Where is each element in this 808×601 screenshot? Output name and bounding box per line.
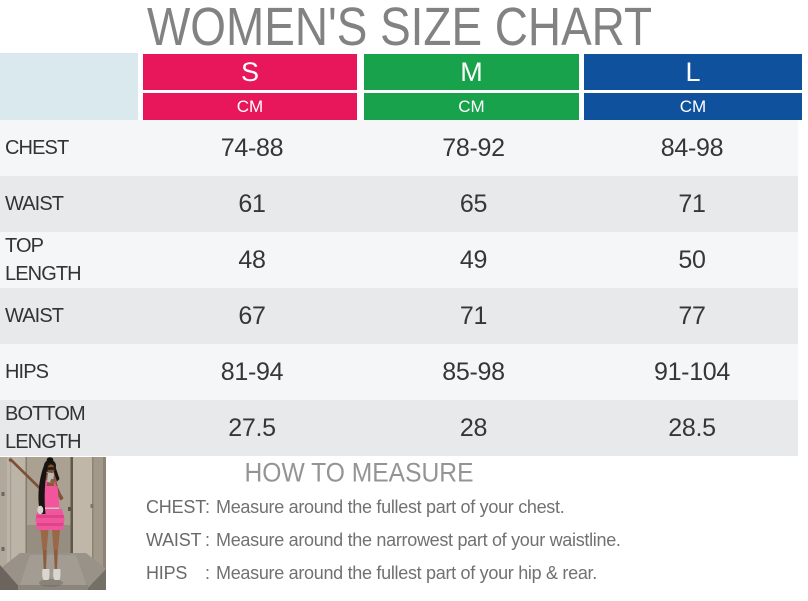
svg-text:HOW TO MEASURE: HOW TO MEASURE xyxy=(245,458,474,488)
svg-text:WOMEN'S SIZE CHART: WOMEN'S SIZE CHART xyxy=(147,0,652,55)
